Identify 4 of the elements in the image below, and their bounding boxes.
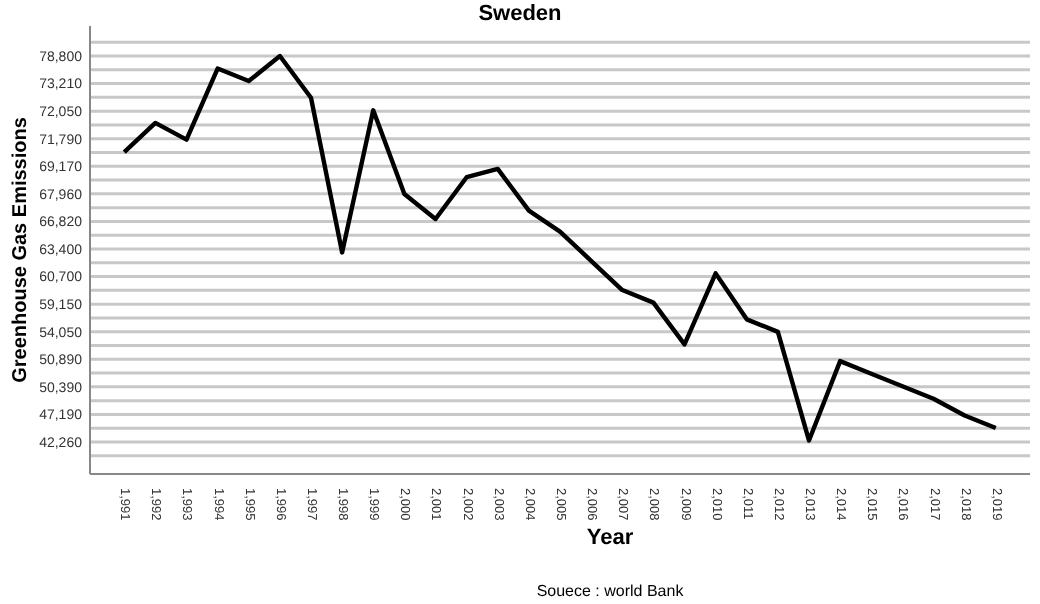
- x-axis-title: Year: [586, 526, 635, 550]
- chart-title: Sweden: [478, 2, 563, 26]
- y-axis-title: Greenhouse Gas Emissions: [10, 116, 32, 383]
- text: Souece : world Bank: [536, 582, 686, 600]
